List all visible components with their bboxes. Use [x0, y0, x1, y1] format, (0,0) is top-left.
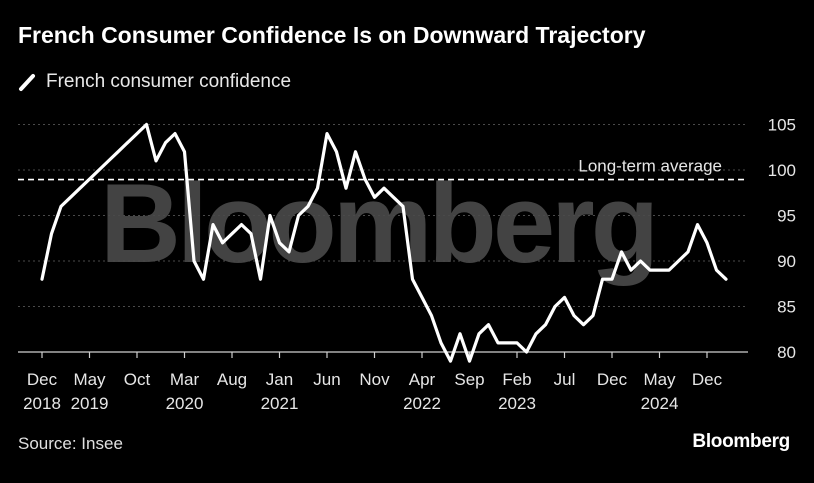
- x-tick-label: Mar: [170, 370, 200, 389]
- x-tick-year-label: 2022: [403, 394, 441, 413]
- x-tick-label: Sep: [454, 370, 484, 389]
- x-tick-year-label: 2020: [166, 394, 204, 413]
- x-tick-label: Jul: [554, 370, 576, 389]
- x-tick-label: Dec: [692, 370, 723, 389]
- x-tick-year-label: 2024: [641, 394, 679, 413]
- y-tick-label: 90: [777, 252, 796, 271]
- chart-title: French Consumer Confidence Is on Downwar…: [18, 22, 646, 48]
- x-tick-label: Nov: [359, 370, 390, 389]
- x-tick-label: May: [73, 370, 106, 389]
- y-tick-label: 95: [777, 207, 796, 226]
- brand-logo: Bloomberg: [692, 431, 790, 452]
- y-tick-label: 100: [768, 161, 796, 180]
- legend-label: French consumer confidence: [46, 71, 292, 92]
- x-tick-label: Apr: [409, 370, 436, 389]
- x-tick-year-label: 2019: [71, 394, 109, 413]
- x-tick-year-label: 2021: [261, 394, 299, 413]
- x-tick-label: Aug: [217, 370, 247, 389]
- x-tick-label: May: [643, 370, 676, 389]
- x-tick-label: Dec: [27, 370, 58, 389]
- x-tick-label: Dec: [597, 370, 628, 389]
- series-line-french-consumer-confidence: [40, 122, 728, 363]
- watermark-text: Bloomberg: [100, 161, 655, 286]
- x-tick-label: Jan: [266, 370, 293, 389]
- source-note: Source: Insee: [18, 434, 123, 453]
- legend: French consumer confidence: [18, 70, 291, 94]
- y-tick-label: 105: [768, 116, 796, 135]
- x-tick-label: Feb: [502, 370, 531, 389]
- x-tick-year-label: 2018: [23, 394, 61, 413]
- x-tick-label: Oct: [124, 370, 151, 389]
- y-tick-label: 85: [777, 298, 796, 317]
- long-term-average-label: Long-term average: [578, 157, 722, 176]
- y-tick-label: 80: [777, 343, 796, 362]
- x-tick-year-label: 2023: [498, 394, 536, 413]
- x-tick-label: Jun: [313, 370, 340, 389]
- legend-line-icon: [18, 72, 38, 92]
